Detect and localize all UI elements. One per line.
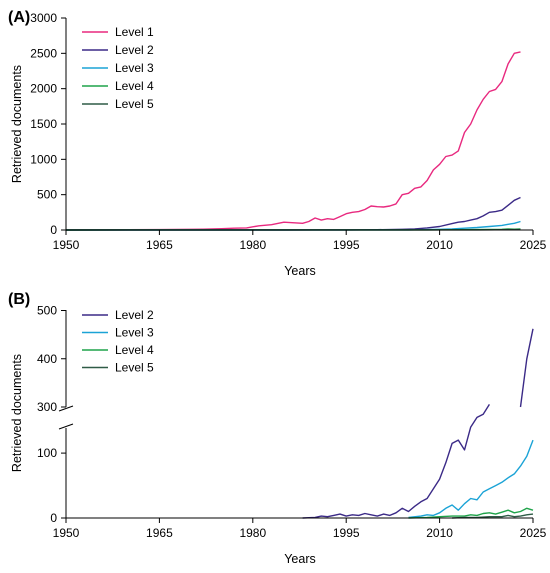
series-line-2 — [408, 439, 534, 519]
panel-b-lines — [302, 328, 534, 519]
x-tick-label: 2010 — [426, 238, 453, 252]
panel-b-x-axis-title: Years — [284, 552, 316, 566]
y-tick-label: 2000 — [30, 82, 57, 96]
panel-b-legend: Level 2 Level 3 Level 4 Level 5 — [82, 308, 154, 375]
legend-label: Level 1 — [115, 25, 154, 39]
y-tick-label: 0 — [50, 511, 57, 525]
y-tick-label: 500 — [37, 304, 57, 318]
y-tick-label: 500 — [37, 188, 57, 202]
series-line-1 — [519, 328, 534, 408]
panel-a: (A) 1950 1965 1980 1995 2010 2025 0 500 1000 150… — [8, 9, 547, 278]
x-tick-label: 1965 — [146, 238, 173, 252]
x-tick-label: 2025 — [520, 526, 547, 540]
legend-label: Level 4 — [115, 343, 154, 357]
y-tick-label: 100 — [37, 446, 57, 460]
series-line-0 — [66, 51, 521, 231]
legend-label: Level 3 — [115, 326, 154, 340]
series-line-4 — [452, 513, 534, 519]
series-line-1 — [66, 196, 521, 231]
y-tick-label: 400 — [37, 352, 57, 366]
y-tick-label: 2500 — [30, 46, 57, 60]
legend-label: Level 5 — [115, 97, 154, 111]
panel-a-label: (A) — [8, 9, 30, 26]
x-tick-label: 1995 — [333, 526, 360, 540]
legend-label: Level 5 — [115, 361, 154, 375]
x-tick-label: 1965 — [146, 526, 173, 540]
panel-a-x-axis-title: Years — [284, 264, 316, 278]
y-tick-label: 0 — [50, 223, 57, 237]
panel-a-x-ticks: 1950 1965 1980 1995 2010 2025 — [53, 230, 547, 252]
panel-b-axis-break-mark — [58, 423, 74, 430]
x-tick-label: 1950 — [53, 238, 80, 252]
panel-b-x-ticks: 1950 1965 1980 1995 2010 2025 — [53, 518, 547, 540]
panel-a-legend: Level 1 Level 2 Level 3 Level 4 Level 5 — [82, 25, 154, 111]
y-tick-label: 1000 — [30, 152, 57, 166]
legend-label: Level 2 — [115, 43, 154, 57]
x-tick-label: 1995 — [333, 238, 360, 252]
series-line-0 — [302, 404, 490, 519]
panel-b-label: (B) — [8, 291, 30, 308]
panel-b-axis-break-mark — [58, 405, 74, 412]
x-tick-label: 2010 — [426, 526, 453, 540]
series-line-3 — [408, 507, 534, 519]
x-tick-label: 2025 — [520, 238, 547, 252]
panel-b-y-ticks: 0 100 300 400 500 — [37, 304, 66, 525]
y-tick-label: 3000 — [30, 11, 57, 25]
legend-label: Level 3 — [115, 61, 154, 75]
legend-label: Level 4 — [115, 79, 154, 93]
panel-b: (B) 1950 1965 1980 1995 2010 2025 0 100 300 400 5… — [8, 291, 547, 566]
x-tick-label: 1980 — [239, 238, 266, 252]
legend-label: Level 2 — [115, 308, 154, 322]
panel-b-y-axis-title: Retrieved documents — [10, 354, 24, 472]
y-tick-label: 300 — [37, 400, 57, 414]
x-tick-label: 1980 — [239, 526, 266, 540]
y-tick-label: 1500 — [30, 117, 57, 131]
panel-a-y-axis-title: Retrieved documents — [10, 65, 24, 183]
x-tick-label: 1950 — [53, 526, 80, 540]
panel-a-y-ticks: 0 500 1000 1500 2000 2500 3000 — [30, 11, 66, 237]
